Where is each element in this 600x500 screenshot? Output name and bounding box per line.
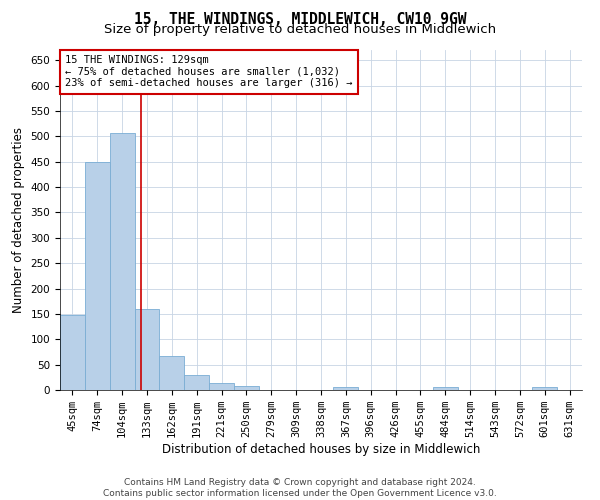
Text: 15, THE WINDINGS, MIDDLEWICH, CW10 9GW: 15, THE WINDINGS, MIDDLEWICH, CW10 9GW [134, 12, 466, 28]
Bar [184, 375, 209, 390]
Bar [85, 162, 110, 390]
Bar [209, 384, 234, 390]
X-axis label: Distribution of detached houses by size in Middlewich: Distribution of detached houses by size … [162, 443, 480, 456]
Bar [334, 388, 358, 390]
Bar [160, 356, 184, 390]
Text: Size of property relative to detached houses in Middlewich: Size of property relative to detached ho… [104, 22, 496, 36]
Text: Contains HM Land Registry data © Crown copyright and database right 2024.
Contai: Contains HM Land Registry data © Crown c… [103, 478, 497, 498]
Bar [234, 386, 259, 390]
Bar [110, 132, 134, 390]
Bar [532, 388, 557, 390]
Y-axis label: Number of detached properties: Number of detached properties [12, 127, 25, 313]
Bar [433, 388, 458, 390]
Text: 15 THE WINDINGS: 129sqm
← 75% of detached houses are smaller (1,032)
23% of semi: 15 THE WINDINGS: 129sqm ← 75% of detache… [65, 55, 353, 88]
Bar [134, 309, 160, 390]
Bar [60, 315, 85, 390]
